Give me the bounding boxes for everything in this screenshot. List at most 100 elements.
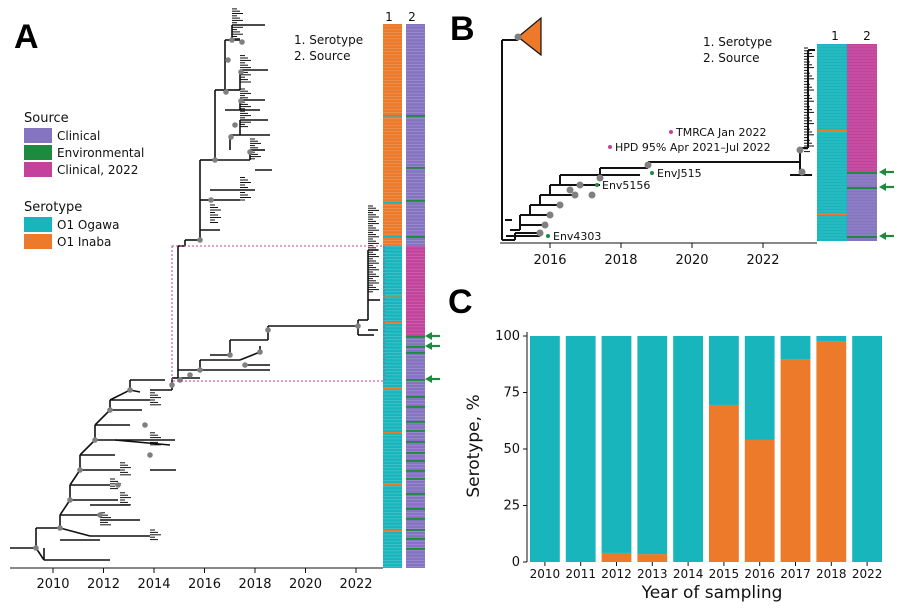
tree-a-branch [69,469,81,486]
bar-ogawa-2016 [744,336,775,440]
env4303-label: Env4303 [553,230,601,243]
tree-a-node [228,134,234,140]
chart-c-ytick-label: 50 [503,442,520,457]
strip-a-env-mark [406,379,425,381]
bar-inaba-2017 [780,359,811,562]
hpd-dot [608,145,612,149]
tree-a-node [57,525,63,531]
axis-a-ticks: 2010 2012 2014 2016 2018 2020 2022 [36,568,373,592]
bar-ogawa-2014 [673,336,703,562]
zoom-box [171,245,385,382]
tree-a-branch [109,389,131,401]
strip-a-inaba-mark [383,388,402,390]
tree-a-node [197,367,203,373]
bar-ogawa-2012 [601,336,632,553]
strip-a-serotype [383,24,402,568]
panel-c-letter: C [448,283,473,321]
tree-a-node [212,157,218,163]
tree-a [10,8,380,561]
strip-b-line2: 2. Source [703,51,759,65]
strip-a-inaba-mark [383,484,402,486]
arrow-a-3-head [425,375,432,383]
strip-a-env-mark [406,548,425,550]
arrows-a [425,332,440,383]
strip-a-env-mark [406,493,425,495]
tree-b-node [588,191,596,199]
tmrca-label: TMRCA Jan 2022 [675,126,766,139]
tree-b [501,33,815,241]
bar-ogawa-2010 [530,336,560,562]
chart-c-ytick-label: 0 [512,555,520,570]
legend-serotype-title: Serotype [24,200,82,215]
bar-ogawa-2015 [709,336,739,405]
strip-a-env-mark [406,421,425,423]
chart-c-xtick-label: 2014 [673,567,704,581]
tree-b-node [514,33,522,41]
bar-ogawa-2017 [780,336,811,360]
tree-a-branch [59,527,91,537]
tree-a-node [77,467,83,473]
legend: Source Clinical Environmental Clinical, … [24,111,144,249]
strip-a-env-mark [406,236,425,238]
tree-a-node [232,122,238,128]
arrow-b-3-head [879,232,886,240]
strip-a-env-mark [406,396,425,398]
axis-b-ticks: 2016 2018 2020 2022 [533,243,780,268]
strip-a-ogawa-mark [383,115,402,117]
strip-b-line1: 1. Serotype [703,35,772,49]
strip-a-source [406,24,425,568]
legend-inaba-swatch [24,234,52,249]
chart-c-xtick-label: 2012 [601,567,632,581]
env5156-label: Env5156 [602,179,650,192]
tree-a-node [355,323,361,329]
strip-a-line2: 2. Source [294,49,350,63]
tree-a-node [115,482,121,488]
tree-a-node [239,39,245,45]
tree-a-node [92,437,98,443]
strip-a-env-mark [406,452,425,454]
strip-a-env-mark [406,441,425,443]
axis-a-tick-label: 2016 [188,577,221,592]
strip-a-col1: 1 [385,10,393,24]
tree-a-node [229,37,235,43]
tree-b-node [644,161,652,169]
tree-b-node [546,211,554,219]
tree-a-node [187,372,193,378]
strip-a-col2: 2 [408,10,416,24]
tree-a-node [225,57,231,63]
strip-b-inaba-mark [817,213,847,215]
chart-c-xtick-label: 2015 [709,567,740,581]
strip-a-env-mark [406,460,425,462]
strip-a-env-mark [406,352,425,354]
tree-a-node [177,377,183,383]
bar-ogawa-2018 [816,336,847,342]
axis-b-tick-label: 2018 [604,253,637,268]
strip-b-source [847,44,877,241]
axis-b-tick-label: 2022 [746,253,779,268]
legend-ogawa-label: O1 Ogawa [57,218,119,232]
bar-inaba-2015 [709,404,739,562]
legend-clinical2022-label: Clinical, 2022 [57,163,138,177]
strip-b-col2: 2 [863,29,871,43]
arrow-b-2-head [879,183,886,191]
bar-inaba-2012 [601,552,632,562]
chart-c-xlabel: Year of sampling [641,583,783,603]
axis-b-tick-label: 2016 [533,253,566,268]
strip-b-col1: 1 [831,29,839,43]
strip-a-env-mark [406,430,425,432]
tree-a-node [227,352,233,358]
strip-a-env-mark [406,406,425,408]
chart-c-xtick-label: 2018 [816,567,847,581]
strip-a-env-mark [406,529,425,531]
strip-a-env-mark [406,478,425,480]
bar-ogawa-2022 [852,336,882,562]
axis-a-tick-label: 2012 [87,577,120,592]
tree-b-node [798,168,806,176]
legend-clinical-swatch [24,128,52,143]
strip-a-env-mark [406,346,425,348]
collapsed-clade-triangle [517,16,542,57]
tree-b-node [796,146,804,154]
bar-inaba-2016 [744,439,775,562]
tree-b-node [571,191,579,199]
axis-b-tick-label: 2020 [675,253,708,268]
